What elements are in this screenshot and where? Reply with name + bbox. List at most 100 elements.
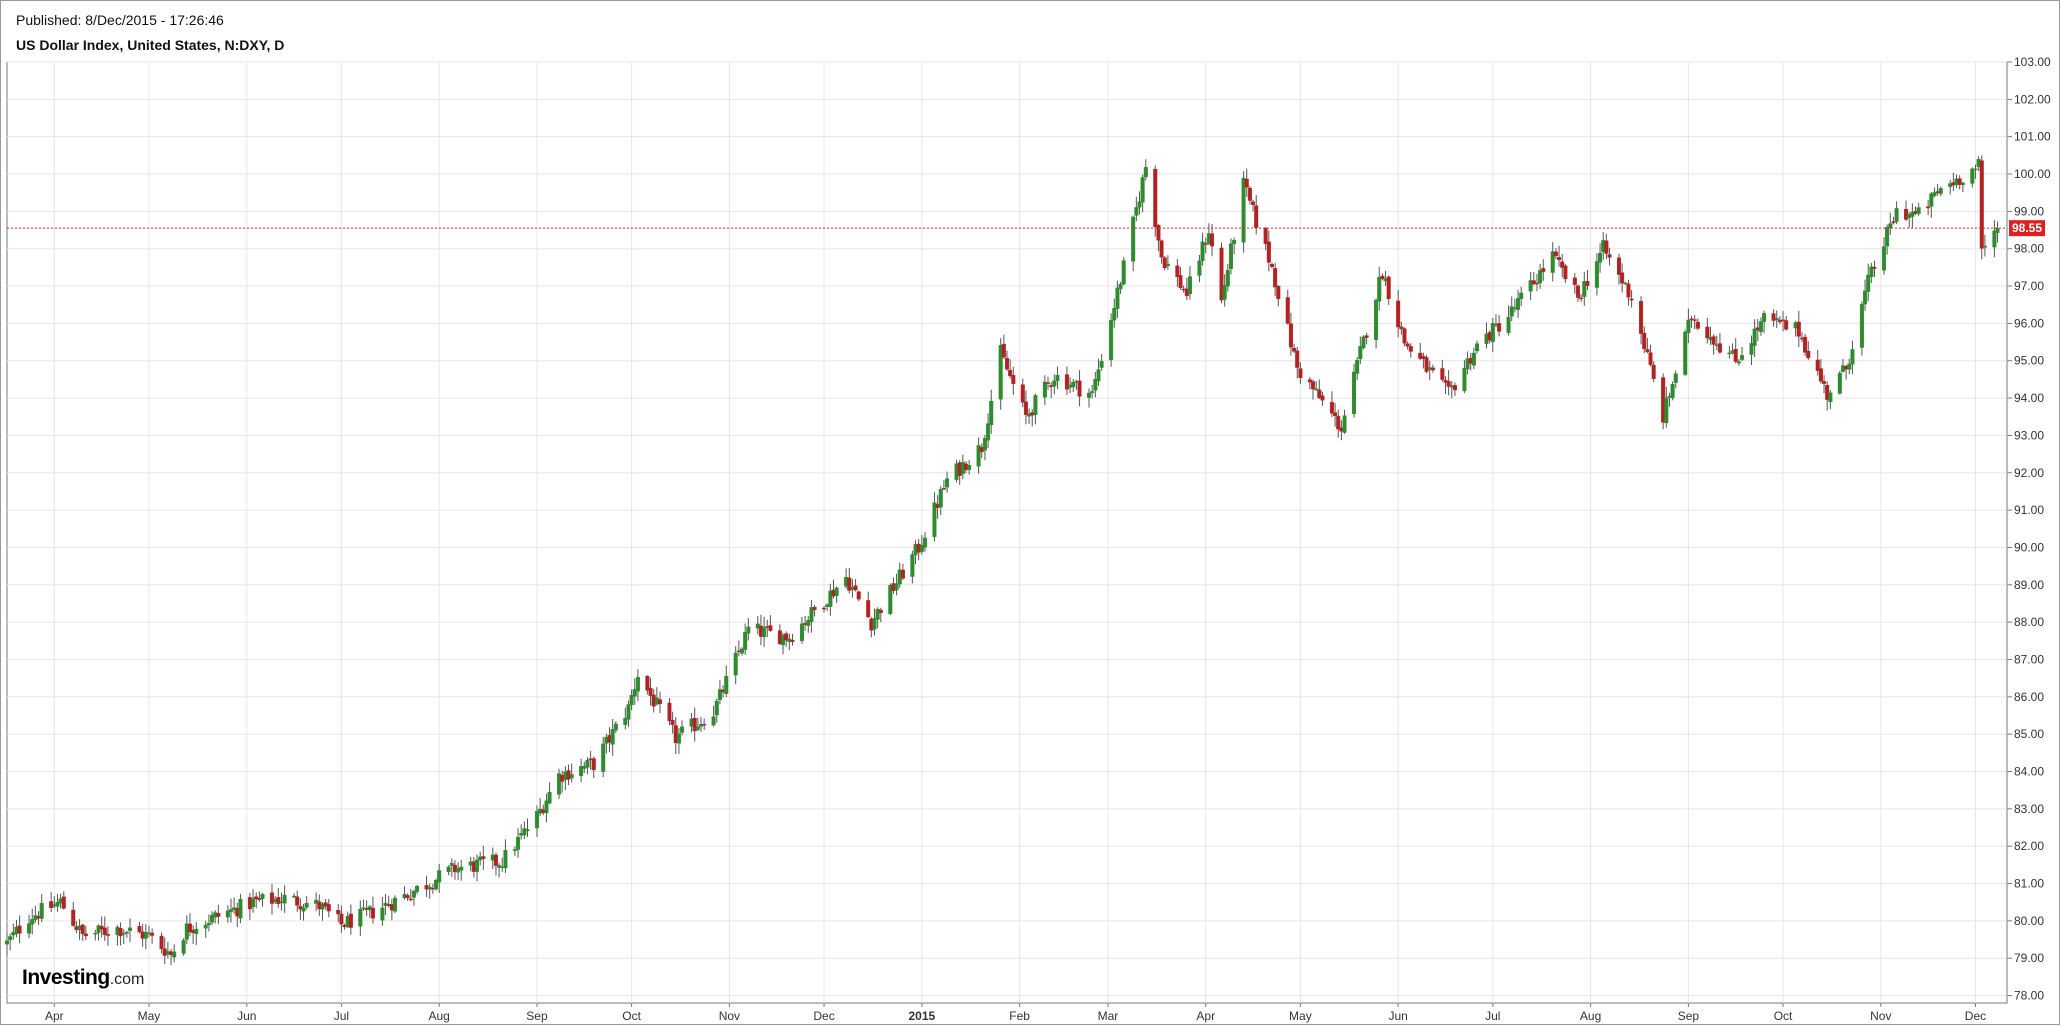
candle-down	[1276, 286, 1281, 300]
x-tick-label: Feb	[1009, 1009, 1030, 1023]
candle-down	[591, 758, 596, 771]
y-tick-label: 84.00	[2014, 764, 2044, 778]
candle-up	[635, 677, 640, 692]
candle-down	[326, 904, 331, 912]
candle-up	[1222, 285, 1227, 300]
candle-up	[919, 544, 924, 552]
candle-down	[1005, 357, 1010, 370]
candle-down	[1575, 285, 1580, 298]
candle-down	[150, 932, 155, 936]
candle-up	[4, 940, 9, 945]
candle-down	[1717, 343, 1722, 353]
candle-up	[945, 478, 950, 488]
candle-up	[522, 828, 527, 836]
candle-down	[1399, 326, 1404, 330]
candle-up	[1736, 361, 1741, 364]
candle-up	[251, 898, 256, 907]
candle-up	[1929, 193, 1934, 207]
candle-up	[834, 587, 839, 596]
candle-down	[1156, 225, 1161, 241]
candle-down	[1320, 395, 1325, 401]
candle-up	[872, 618, 877, 630]
candle-down	[648, 687, 653, 696]
candle-up	[1490, 323, 1495, 342]
y-tick-label: 85.00	[2014, 727, 2044, 741]
investing-logo: Investing.com	[22, 966, 144, 990]
candle-down	[1405, 343, 1410, 347]
candle-up	[733, 652, 738, 676]
candle-down	[1064, 374, 1069, 390]
candle-up	[632, 689, 637, 697]
candle-down	[1585, 281, 1590, 286]
candle-up	[1888, 223, 1893, 229]
candle-down	[790, 639, 795, 642]
candle-down	[1689, 318, 1694, 320]
y-tick-label: 82.00	[2014, 839, 2044, 853]
candle-down	[1077, 380, 1082, 397]
x-tick-label: Apr	[1196, 1009, 1215, 1023]
x-tick-label: Jun	[1388, 1009, 1407, 1023]
y-tick-label: 86.00	[2014, 690, 2044, 704]
candle-up	[1131, 216, 1136, 262]
candle-down	[1557, 257, 1562, 260]
candle-up	[1866, 274, 1871, 292]
candle-up	[1828, 392, 1833, 403]
candle-up	[1137, 201, 1142, 208]
candle-up	[1471, 352, 1476, 366]
candle-up	[1910, 211, 1915, 217]
candle-up	[358, 908, 363, 927]
x-tick-label: Dec	[1965, 1009, 1986, 1023]
candle-down	[1815, 359, 1820, 371]
candle-up	[516, 836, 521, 850]
candle-up	[1241, 177, 1246, 243]
candle-up	[1115, 287, 1120, 309]
candle-down	[1563, 265, 1568, 280]
candle-up	[762, 627, 767, 638]
candle-up	[1938, 188, 1943, 194]
published-timestamp: Published: 8/Dec/2015 - 17:26:46	[16, 12, 224, 28]
candle-up	[1506, 316, 1511, 333]
candle-down	[1254, 205, 1259, 228]
y-tick-label: 78.00	[2014, 989, 2044, 1003]
candle-down	[941, 488, 946, 490]
candle-up	[1594, 261, 1599, 288]
candle-up	[1519, 292, 1524, 300]
candle-down	[408, 898, 413, 901]
candle-up	[1187, 276, 1192, 295]
candle-up	[1090, 391, 1095, 394]
candle-down	[1891, 221, 1896, 224]
candle-down	[481, 856, 486, 859]
candle-up	[1837, 372, 1842, 394]
x-tick-label: Jul	[1485, 1009, 1500, 1023]
candle-up	[1623, 282, 1628, 285]
candle-up	[894, 583, 899, 591]
x-tick-label: Sep	[1678, 1009, 1700, 1023]
candle-up	[579, 766, 584, 777]
candle-up	[569, 774, 574, 779]
candle-down	[216, 912, 221, 917]
candle-up	[1465, 358, 1470, 370]
candle-up	[1749, 343, 1754, 355]
candle-up	[629, 694, 634, 706]
candle-up	[434, 880, 439, 890]
candle-down	[1695, 321, 1700, 329]
candle-up	[1134, 207, 1139, 216]
candle-up	[1932, 192, 1937, 197]
candle-up	[1995, 227, 2000, 233]
x-tick-label: Dec	[813, 1009, 834, 1023]
candle-down	[853, 585, 858, 591]
candle-down	[1639, 301, 1644, 334]
candle-down	[17, 925, 22, 934]
candle-up	[888, 585, 893, 614]
candle-up	[497, 865, 502, 868]
candle-up	[610, 729, 615, 745]
candle-up	[1096, 369, 1101, 382]
candle-down	[1336, 415, 1341, 430]
y-tick-label: 89.00	[2014, 578, 2044, 592]
candle-down	[822, 607, 827, 610]
candle-up	[411, 891, 416, 898]
candle-up	[1727, 352, 1732, 355]
candle-down	[348, 913, 353, 928]
candle-up	[30, 919, 35, 925]
